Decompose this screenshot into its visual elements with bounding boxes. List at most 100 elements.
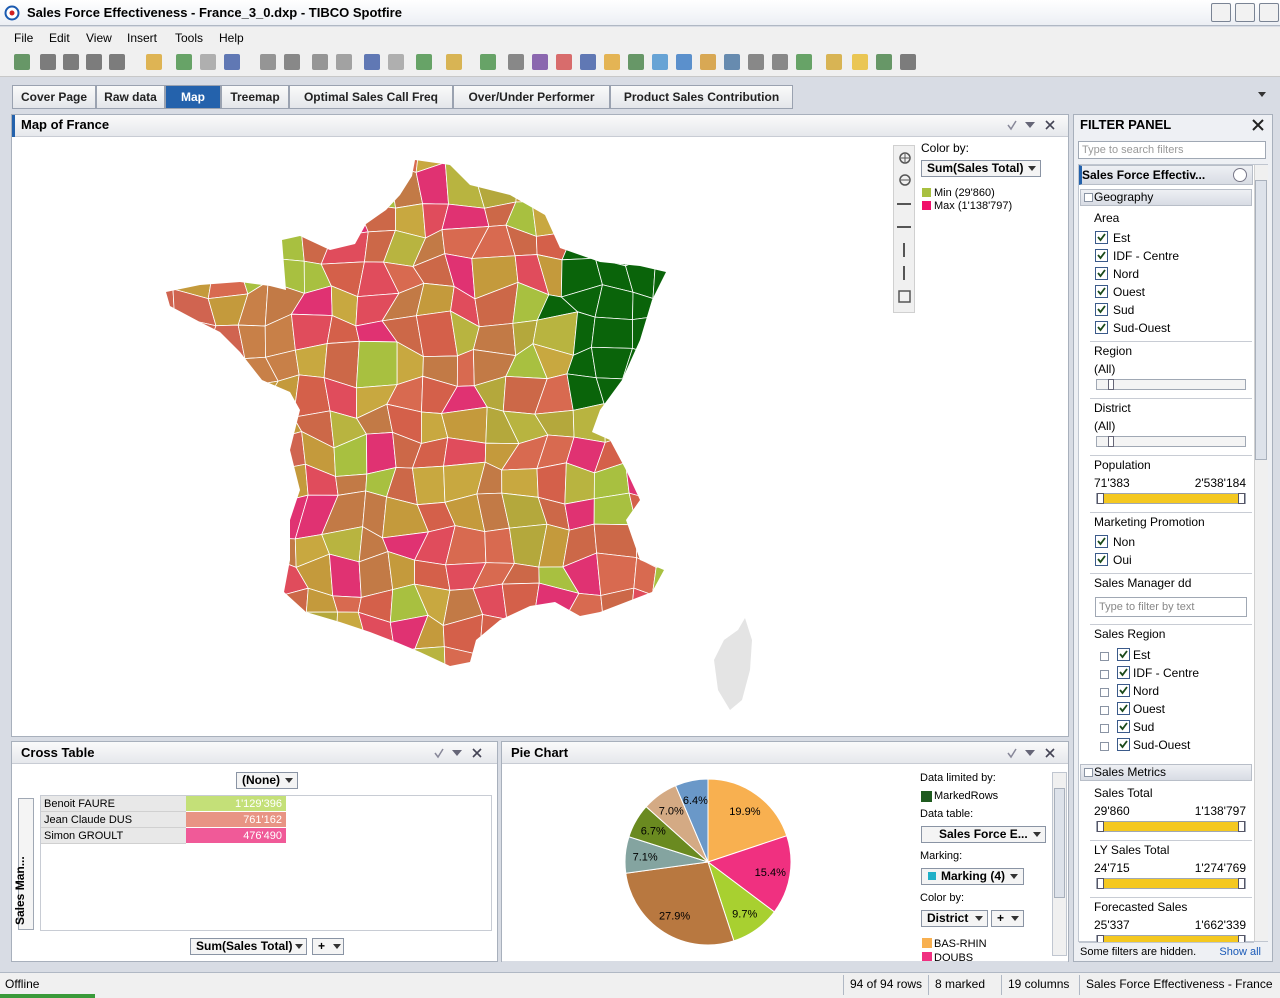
toolbar-button[interactable] bbox=[336, 54, 352, 70]
checkbox[interactable] bbox=[1095, 285, 1108, 298]
show-all-link[interactable]: Show all bbox=[1219, 946, 1261, 958]
toolbar-button[interactable] bbox=[40, 54, 56, 70]
row-axis-selector[interactable] bbox=[18, 798, 34, 930]
checkbox[interactable] bbox=[1095, 267, 1108, 280]
checkbox[interactable] bbox=[1117, 684, 1130, 697]
add-axis-dropdown[interactable]: + bbox=[312, 938, 344, 955]
expand-box[interactable] bbox=[1100, 724, 1109, 733]
toolbar-button[interactable] bbox=[580, 54, 596, 70]
filter-item[interactable]: Sud-Ouest bbox=[1133, 738, 1191, 752]
expand-box[interactable] bbox=[1100, 706, 1109, 715]
toolbar-button[interactable] bbox=[748, 54, 764, 70]
menu-item[interactable]: Help bbox=[219, 31, 244, 45]
checkbox[interactable] bbox=[1095, 321, 1108, 334]
slider-thumb[interactable] bbox=[1108, 379, 1114, 390]
toolbar-button[interactable] bbox=[86, 54, 102, 70]
toolbar-button[interactable] bbox=[508, 54, 524, 70]
checkbox[interactable] bbox=[1117, 720, 1130, 733]
checkbox[interactable] bbox=[1095, 535, 1108, 548]
expand-box[interactable] bbox=[1100, 742, 1109, 751]
checkbox[interactable] bbox=[1117, 738, 1130, 751]
window-min-button[interactable] bbox=[1211, 3, 1231, 22]
collapse-button[interactable] bbox=[1233, 168, 1247, 182]
toolbar-button[interactable] bbox=[700, 54, 716, 70]
filter-item[interactable]: Oui bbox=[1113, 553, 1132, 567]
filter-item[interactable]: Sud-Ouest bbox=[1113, 321, 1171, 335]
window-close-button[interactable] bbox=[1259, 3, 1279, 22]
column-axis-dropdown[interactable]: (None) bbox=[236, 772, 298, 789]
menu-item[interactable]: File bbox=[14, 31, 34, 45]
toolbar-button[interactable] bbox=[724, 54, 740, 70]
menu-item[interactable]: View bbox=[86, 31, 112, 45]
toolbar-button[interactable] bbox=[772, 54, 788, 70]
expand-box[interactable] bbox=[1100, 652, 1109, 661]
item-slider[interactable] bbox=[1096, 436, 1246, 447]
text-filter[interactable]: Type to filter by text bbox=[1095, 597, 1247, 617]
scroll-thumb[interactable] bbox=[1255, 180, 1267, 460]
toolbar-button[interactable] bbox=[260, 54, 276, 70]
filter-item[interactable]: Sud bbox=[1113, 303, 1135, 317]
filter-item[interactable]: Nord bbox=[1113, 267, 1140, 281]
expand-box[interactable] bbox=[1100, 670, 1109, 679]
range-slider[interactable] bbox=[1096, 878, 1246, 889]
toolbar-button[interactable] bbox=[176, 54, 192, 70]
toolbar-button[interactable] bbox=[628, 54, 644, 70]
range-slider[interactable] bbox=[1096, 821, 1246, 832]
toolbar-button[interactable] bbox=[532, 54, 548, 70]
toolbar-button[interactable] bbox=[109, 54, 125, 70]
toolbar-button[interactable] bbox=[796, 54, 812, 70]
tab[interactable]: Optimal Sales Call Freq bbox=[289, 85, 453, 109]
filter-item[interactable]: IDF - Centre bbox=[1113, 249, 1180, 263]
toolbar-button[interactable] bbox=[826, 54, 842, 70]
filter-item[interactable]: Ouest bbox=[1133, 702, 1166, 716]
toolbar-button[interactable] bbox=[852, 54, 868, 70]
color-by-dropdown[interactable]: District bbox=[921, 910, 988, 927]
scroll-thumb[interactable] bbox=[1054, 788, 1065, 898]
tab[interactable]: Treemap bbox=[221, 85, 289, 109]
tab[interactable]: Map bbox=[165, 85, 221, 109]
toolbar-button[interactable] bbox=[200, 54, 216, 70]
toolbar-button[interactable] bbox=[446, 54, 462, 70]
slider-thumb[interactable] bbox=[1108, 436, 1114, 447]
toolbar-button[interactable] bbox=[416, 54, 432, 70]
menu-item[interactable]: Edit bbox=[49, 31, 70, 45]
color-by-dropdown[interactable]: Sum(Sales Total) bbox=[921, 160, 1041, 177]
filter-item[interactable]: Est bbox=[1113, 231, 1131, 245]
toolbar-button[interactable] bbox=[652, 54, 668, 70]
toolbar-button[interactable] bbox=[604, 54, 620, 70]
filter-search[interactable]: Type to search filters bbox=[1078, 141, 1266, 159]
toolbar-button[interactable] bbox=[146, 54, 162, 70]
tab[interactable]: Cover Page bbox=[12, 85, 96, 109]
toolbar-button[interactable] bbox=[388, 54, 404, 70]
filter-item[interactable]: Non bbox=[1113, 535, 1136, 549]
tab[interactable]: Over/Under Performer bbox=[453, 85, 610, 109]
window-max-button[interactable] bbox=[1235, 3, 1255, 22]
toolbar-button[interactable] bbox=[312, 54, 328, 70]
toolbar-button[interactable] bbox=[63, 54, 79, 70]
checkbox[interactable] bbox=[1095, 231, 1108, 244]
checkbox[interactable] bbox=[1117, 666, 1130, 679]
toolbar-button[interactable] bbox=[364, 54, 380, 70]
menu-item[interactable]: Insert bbox=[127, 31, 158, 45]
toolbar-button[interactable] bbox=[224, 54, 240, 70]
range-slider[interactable] bbox=[1096, 493, 1246, 504]
filter-item[interactable]: Nord bbox=[1133, 684, 1160, 698]
marking-dropdown[interactable]: Marking (4) bbox=[921, 868, 1024, 885]
checkbox[interactable] bbox=[1095, 249, 1108, 262]
toolbar-button[interactable] bbox=[14, 54, 30, 70]
toolbar-button[interactable] bbox=[876, 54, 892, 70]
data-table-dropdown[interactable]: Sales Force E... bbox=[921, 826, 1046, 843]
filter-item[interactable]: Ouest bbox=[1113, 285, 1146, 299]
filter-item[interactable]: Sud bbox=[1133, 720, 1155, 734]
menu-item[interactable]: Tools bbox=[175, 31, 204, 45]
checkbox[interactable] bbox=[1117, 702, 1130, 715]
filter-item[interactable]: IDF - Centre bbox=[1133, 666, 1200, 680]
tab[interactable]: Product Sales Contribution bbox=[610, 85, 793, 109]
checkbox[interactable] bbox=[1095, 553, 1108, 566]
add-axis-dropdown[interactable]: + bbox=[991, 910, 1024, 927]
checkbox[interactable] bbox=[1117, 648, 1130, 661]
item-slider[interactable] bbox=[1096, 379, 1246, 390]
value-axis-dropdown[interactable]: Sum(Sales Total) bbox=[190, 938, 307, 955]
expand-box[interactable] bbox=[1100, 688, 1109, 697]
tab[interactable]: Raw data bbox=[96, 85, 165, 109]
